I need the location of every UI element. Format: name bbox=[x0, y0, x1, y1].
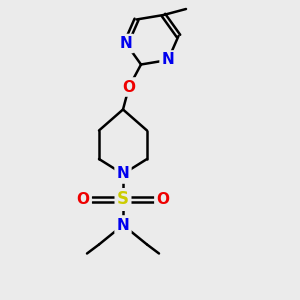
Text: N: N bbox=[120, 36, 132, 51]
Text: N: N bbox=[117, 218, 129, 232]
Text: O: O bbox=[156, 192, 170, 207]
Text: O: O bbox=[122, 80, 136, 94]
Text: N: N bbox=[117, 167, 129, 182]
Text: O: O bbox=[76, 192, 90, 207]
Text: S: S bbox=[117, 190, 129, 208]
Text: N: N bbox=[162, 52, 174, 68]
